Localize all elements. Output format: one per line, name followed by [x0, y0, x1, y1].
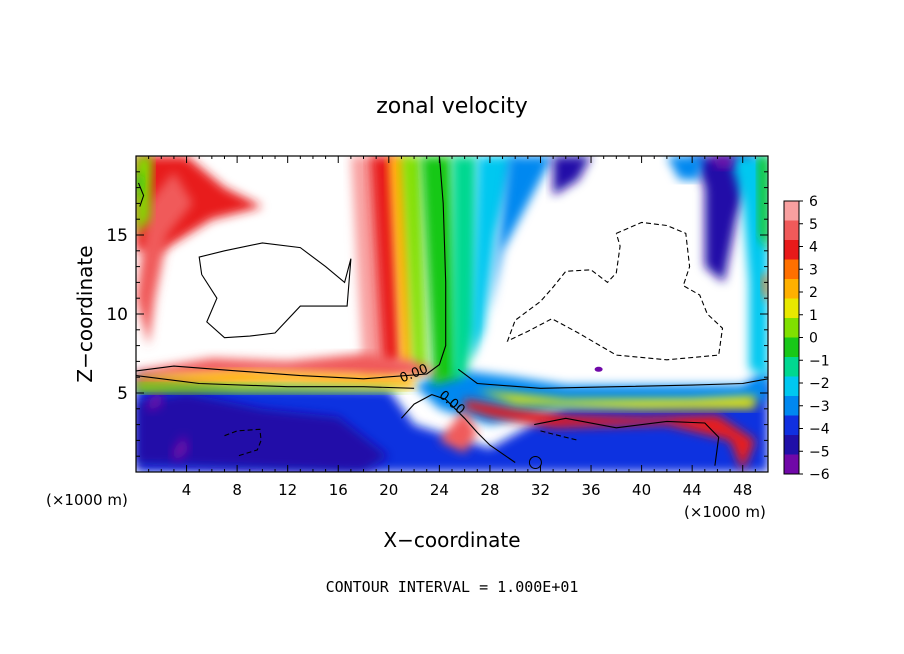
- colorbar-segment: [784, 318, 799, 338]
- y-axis-label: Z−coordinate: [73, 245, 97, 382]
- field-region: [761, 274, 768, 302]
- colorbar-segment: [784, 415, 799, 436]
- x-tick-label: 4: [182, 481, 192, 499]
- colorbar-segment: [784, 357, 799, 377]
- colorbar-label: 1: [809, 308, 818, 324]
- contour-line: [198, 242, 352, 339]
- y-tick-label: 15: [106, 226, 128, 246]
- field-region: [477, 389, 756, 409]
- x-unit-left: (×1000 m): [46, 491, 128, 509]
- x-axis: 4 8 12 16 20 24 28 32 36 40 44 48: [148, 156, 756, 499]
- contour-line: [528, 456, 542, 470]
- contour-line: [534, 417, 720, 466]
- contour-line: [540, 430, 579, 441]
- field-region: [136, 353, 440, 378]
- field-region: [136, 171, 193, 346]
- colorbar-label: 5: [809, 217, 818, 233]
- colorbar-segment: [784, 396, 799, 416]
- contour-line: [224, 428, 262, 457]
- field-region: [146, 389, 164, 412]
- x-tick-label: 48: [733, 481, 752, 499]
- colorbar-label: 2: [809, 285, 818, 301]
- colorbar-segment: [784, 279, 799, 299]
- colorbar-segment: [784, 454, 799, 475]
- plot-area: 0.000.00: [135, 155, 769, 473]
- contour-line: [457, 368, 768, 389]
- field-region: [171, 434, 190, 463]
- x-tick-label: 44: [683, 481, 702, 499]
- y-tick-label: 5: [117, 384, 128, 404]
- y-axis: 5 10 15: [106, 171, 768, 457]
- colorbar-label: 3: [809, 262, 818, 278]
- colorbar-label: −4: [809, 422, 830, 438]
- x-axis-label: X−coordinate: [383, 528, 520, 552]
- colorbar-segment: [784, 298, 799, 319]
- chart-title: zonal velocity: [376, 94, 528, 119]
- field-region: [730, 156, 768, 378]
- field-region: [136, 383, 415, 393]
- colorbar-segment: [784, 240, 799, 260]
- field-region: [464, 399, 756, 472]
- contour-line: [506, 221, 724, 361]
- colorbar-label: −6: [809, 467, 830, 483]
- field-region: [711, 156, 737, 169]
- colorbar-label: −2: [809, 376, 830, 392]
- colorbar-label: 4: [809, 240, 818, 256]
- colorbar-segment: [784, 259, 799, 280]
- colorbar-segment: [784, 220, 799, 241]
- field-region: [553, 156, 591, 196]
- x-tick-label: 32: [531, 481, 550, 499]
- field-region: [420, 156, 459, 386]
- colorbar-segment: [784, 337, 799, 358]
- y-tick-label: 10: [106, 305, 128, 325]
- x-tick-label: 12: [278, 481, 297, 499]
- contour-line: [137, 182, 145, 207]
- contour-interval-note: CONTOUR INTERVAL = 1.000E+01: [326, 578, 579, 596]
- colorbar-segment: [784, 201, 799, 221]
- x-tick-label: 20: [379, 481, 398, 499]
- contour-line: [136, 156, 447, 380]
- colorbar: 6 5 4 3 2 1 0 −1 −2 −3 −4 −5 −6: [783, 194, 830, 483]
- field-region: [452, 156, 478, 378]
- field-region: [666, 156, 705, 180]
- contour-line: [400, 394, 516, 463]
- field-region: [136, 393, 389, 472]
- colorbar-label: −3: [809, 399, 830, 415]
- field-region: [471, 156, 516, 362]
- field-region: [439, 408, 478, 453]
- colorbar-label: −1: [809, 353, 830, 369]
- x-tick-label: 16: [329, 481, 348, 499]
- x-tick-label: 8: [232, 481, 242, 499]
- x-tick-label: 24: [430, 481, 449, 499]
- field-region: [136, 156, 153, 235]
- colorbar-label: 0: [809, 331, 818, 347]
- colorbar-segment: [784, 435, 799, 455]
- colorbar-label: 6: [809, 194, 818, 210]
- colorbar-label: −5: [809, 444, 830, 460]
- field-region: [489, 156, 554, 314]
- x-tick-label: 36: [581, 481, 600, 499]
- field-region: [757, 156, 768, 251]
- x-tick-label: 28: [480, 481, 499, 499]
- x-tick-label: 40: [632, 481, 651, 499]
- colorbar-segment: [784, 376, 799, 397]
- field-region: [401, 156, 427, 378]
- contour-line: [136, 375, 415, 389]
- field-region: [594, 366, 603, 372]
- velocity-field: [136, 156, 768, 472]
- x-unit-right: (×1000 m): [684, 503, 766, 521]
